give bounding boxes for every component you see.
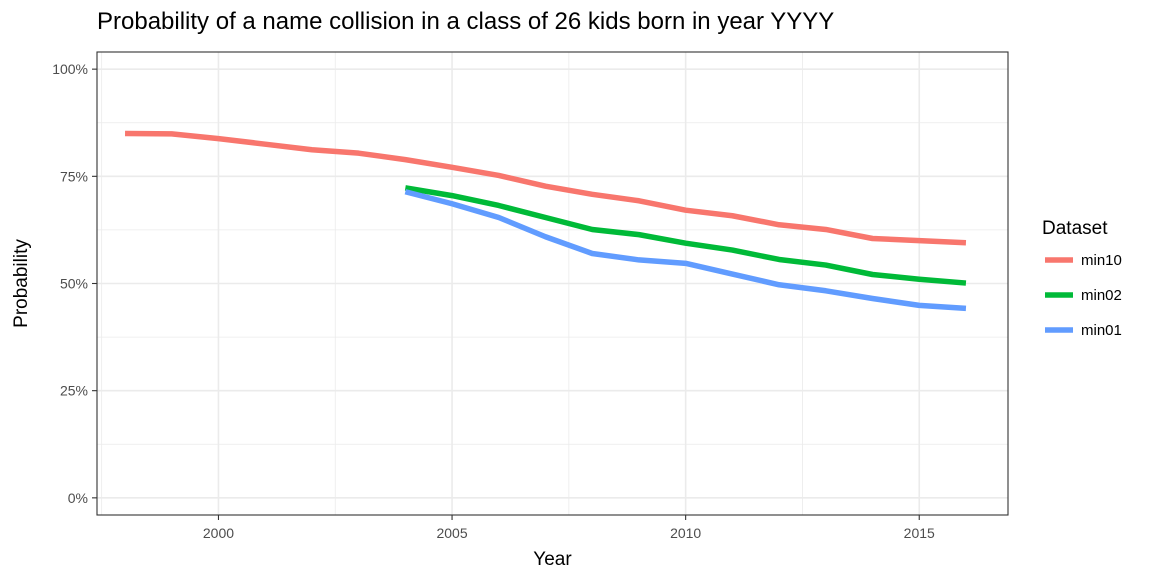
y-tick-label-4: 100% <box>52 61 88 77</box>
x-tick-label-1: 2005 <box>436 525 467 541</box>
chart-title: Probability of a name collision in a cla… <box>97 8 834 35</box>
x-tick-label-0: 2000 <box>203 525 234 541</box>
x-axis-title: Year <box>533 549 572 570</box>
grid-lines <box>97 52 1008 515</box>
y-tick-label-1: 25% <box>60 383 88 399</box>
legend-items: min10 min02 min01 <box>1045 252 1122 339</box>
x-tick-label-3: 2015 <box>904 525 935 541</box>
axes: 2000 2005 2010 2015 0% 25% 50% 75% 100% <box>52 61 935 541</box>
series-lines <box>125 130 967 312</box>
legend: Dataset min10 min02 min01 <box>1042 218 1122 339</box>
y-tick-label-3: 75% <box>60 168 88 184</box>
series-line-min01 <box>404 189 967 312</box>
y-tick-label-2: 50% <box>60 276 88 292</box>
legend-title: Dataset <box>1042 218 1108 239</box>
y-axis-title: Probability <box>11 239 32 328</box>
legend-label-min02: min02 <box>1081 287 1122 304</box>
series-line-min10 <box>125 130 967 246</box>
series-line-min02 <box>404 185 967 286</box>
legend-label-min10: min10 <box>1081 252 1122 269</box>
legend-label-min01: min01 <box>1081 322 1122 339</box>
y-tick-label-0: 0% <box>68 490 88 506</box>
x-tick-label-2: 2010 <box>670 525 701 541</box>
